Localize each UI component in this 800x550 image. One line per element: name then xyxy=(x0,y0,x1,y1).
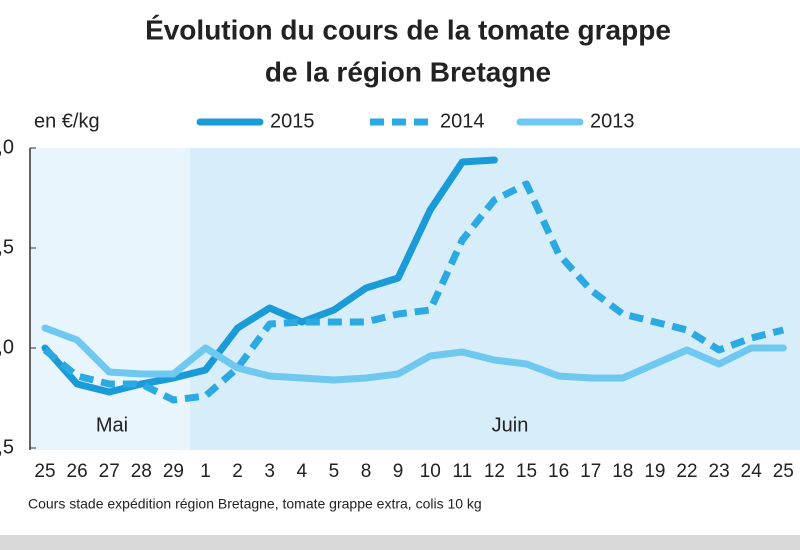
x-tick-label: 17 xyxy=(580,461,601,482)
x-tick-label: 3 xyxy=(264,461,275,482)
x-tick-label: 25 xyxy=(773,461,794,482)
x-tick-label: 24 xyxy=(741,461,763,482)
y-tick-label: 1,0 xyxy=(0,336,14,358)
month-label: Juin xyxy=(492,414,529,436)
legend-label: 2015 xyxy=(270,110,315,132)
x-tick-label: 2 xyxy=(232,461,243,482)
x-tick-label: 1 xyxy=(200,461,211,482)
x-tick-label: 4 xyxy=(297,461,308,482)
y-tick-label: 1,5 xyxy=(0,236,14,258)
footnote: Cours stade expédition région Bretagne, … xyxy=(28,496,482,512)
month-label: Mai xyxy=(96,414,128,436)
x-tick-label: 12 xyxy=(484,461,505,482)
x-tick-label: 23 xyxy=(709,461,730,482)
x-tick-label: 19 xyxy=(644,461,665,482)
chart-title: de la région Bretagne xyxy=(265,56,551,87)
x-tick-label: 11 xyxy=(452,461,472,482)
x-tick-label: 27 xyxy=(99,461,120,482)
legend-label: 2014 xyxy=(440,110,485,132)
x-tick-label: 15 xyxy=(516,461,537,482)
legend-label: 2013 xyxy=(590,110,635,132)
x-tick-label: 9 xyxy=(393,461,404,482)
x-tick-label: 25 xyxy=(34,461,55,482)
x-tick-label: 22 xyxy=(676,461,697,482)
x-tick-label: 5 xyxy=(329,461,340,482)
y-axis-label: en €/kg xyxy=(34,110,100,132)
x-tick-label: 18 xyxy=(612,461,633,482)
bottom-strip xyxy=(0,535,800,550)
series-line xyxy=(42,180,785,404)
x-tick-label: 29 xyxy=(163,461,184,482)
month-band xyxy=(30,148,190,450)
series-line xyxy=(41,324,787,384)
x-tick-label: 28 xyxy=(131,461,152,482)
series-line xyxy=(41,156,498,396)
x-tick-label: 10 xyxy=(420,461,441,482)
x-tick-label: 16 xyxy=(548,461,569,482)
y-tick-label: 0,5 xyxy=(0,436,14,458)
y-tick-label: 2,0 xyxy=(0,136,14,158)
x-tick-label: 26 xyxy=(67,461,88,482)
chart-title: Évolution du cours de la tomate grappe xyxy=(145,14,671,45)
x-tick-label: 8 xyxy=(361,461,372,482)
